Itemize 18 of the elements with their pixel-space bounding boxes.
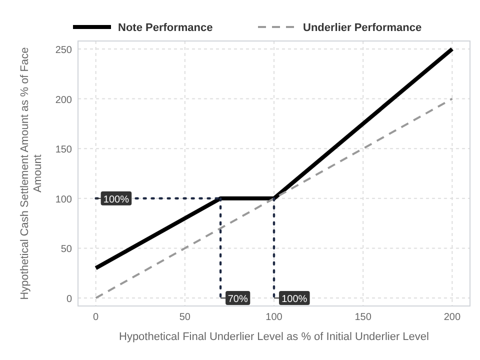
annotation: 100%: [282, 294, 308, 306]
x-tick-label: 100: [266, 312, 283, 323]
x-tick-label: 150: [354, 312, 372, 323]
y-axis-title: Hypothetical Cash Settlement Amount as % of Face Amount: [19, 47, 44, 300]
annotation: 70%: [228, 294, 248, 306]
y-tick-label: 200: [55, 94, 72, 106]
legend-label: Note Performance: [118, 22, 213, 34]
x-tick-label: 50: [179, 312, 191, 323]
annotation: 100%: [103, 194, 130, 206]
legend-label: Underlier Performance: [303, 22, 422, 34]
x-axis-title: Hypothetical Final Underlier Level as % of Initial Underlier Level: [119, 331, 429, 343]
y-tick-label: 50: [60, 244, 72, 256]
x-tick-label: 0: [93, 312, 100, 323]
y-tick-label: 150: [55, 144, 72, 156]
y-tick-label: 250: [55, 44, 72, 56]
x-tick-label: 200: [444, 312, 461, 323]
y-tick-label: 100: [55, 194, 72, 206]
y-tick-label: 0: [66, 294, 72, 306]
